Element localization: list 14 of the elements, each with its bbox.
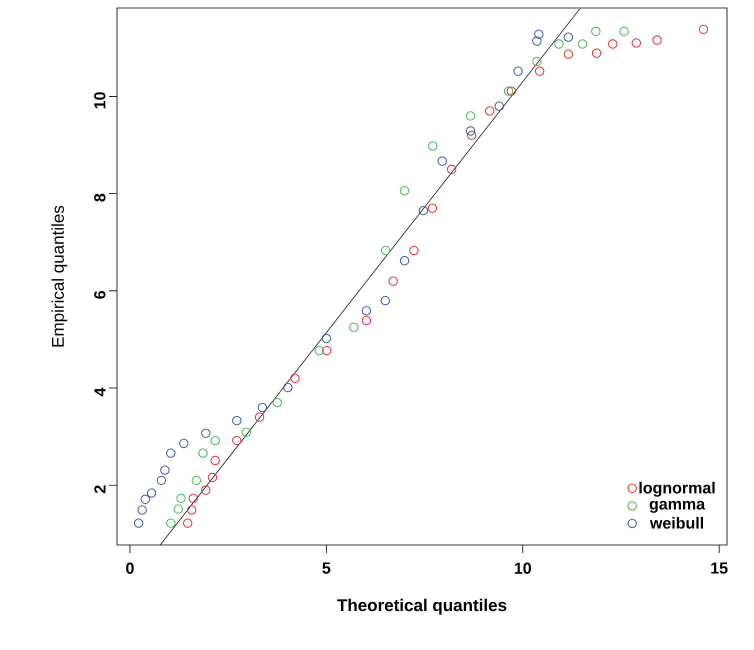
y-tick-label: 6 bbox=[94, 290, 106, 299]
y-tick-label: 2 bbox=[94, 485, 106, 494]
legend-label: gamma bbox=[650, 500, 706, 513]
legend-label: weibull bbox=[650, 516, 704, 529]
x-axis-title: Theoretical quantiles bbox=[337, 598, 506, 615]
y-axis-title: Empirical quantiles bbox=[51, 206, 68, 346]
x-tick-label: 0 bbox=[126, 562, 134, 574]
y-tick-label: 4 bbox=[94, 388, 106, 396]
x-tick-label: 10 bbox=[514, 562, 531, 574]
x-tick-label: 5 bbox=[322, 562, 330, 574]
legend-label: lognormal bbox=[639, 482, 715, 497]
y-tick-label: 8 bbox=[94, 194, 106, 202]
y-tick-label: 10 bbox=[94, 92, 106, 108]
x-tick-label: 15 bbox=[711, 562, 728, 574]
